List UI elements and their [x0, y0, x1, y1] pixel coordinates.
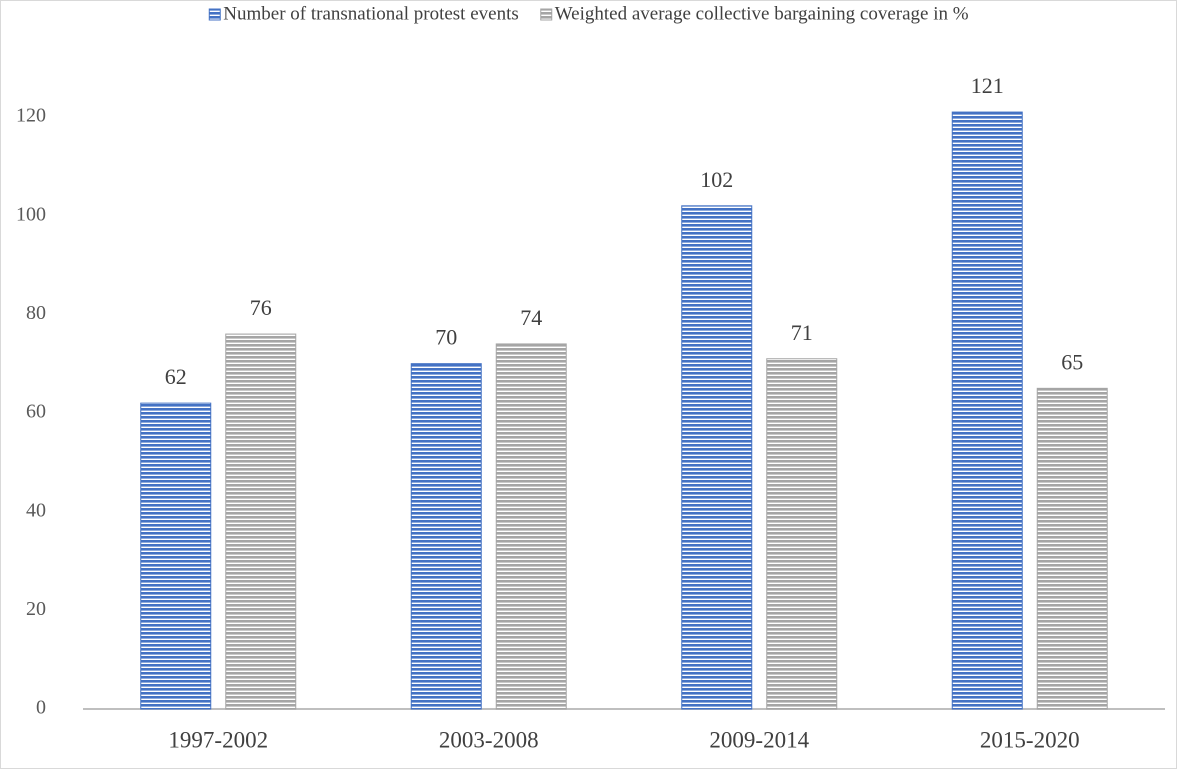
- y-tick-label: 20: [26, 598, 46, 620]
- value-label: 62: [165, 364, 187, 389]
- y-tick-label: 0: [36, 697, 46, 719]
- value-label: 65: [1061, 349, 1083, 374]
- value-label: 121: [971, 73, 1004, 98]
- bar: [951, 111, 1023, 710]
- y-tick-label: 80: [26, 302, 46, 324]
- bar: [766, 358, 838, 710]
- y-tick-label: 100: [16, 203, 46, 225]
- legend-label: Number of transnational protest events: [223, 3, 518, 24]
- value-label: 102: [700, 167, 733, 192]
- value-label: 76: [250, 295, 272, 320]
- bar: [140, 402, 212, 710]
- x-tick-label: 2015-2020: [980, 727, 1080, 752]
- x-tick-label: 2009-2014: [709, 727, 809, 752]
- bar: [495, 343, 567, 710]
- y-tick-label: 40: [26, 499, 46, 521]
- y-tick-label: 60: [26, 401, 46, 423]
- legend-swatch: [208, 8, 221, 21]
- value-label: 74: [520, 305, 542, 330]
- x-tick-label: 2003-2008: [439, 727, 539, 752]
- bar: [681, 205, 753, 710]
- bar: [1036, 387, 1108, 710]
- x-tick-label: 1997-2002: [168, 727, 268, 752]
- legend-swatch: [540, 8, 553, 21]
- value-label: 70: [435, 325, 457, 350]
- bar: [225, 333, 297, 710]
- value-label: 71: [791, 320, 813, 345]
- legend: Number of transnational protest events We…: [208, 3, 969, 24]
- legend-label: Weighted average collective bargaining c…: [555, 3, 969, 24]
- y-tick-label: 120: [16, 105, 46, 127]
- bar: [410, 363, 482, 710]
